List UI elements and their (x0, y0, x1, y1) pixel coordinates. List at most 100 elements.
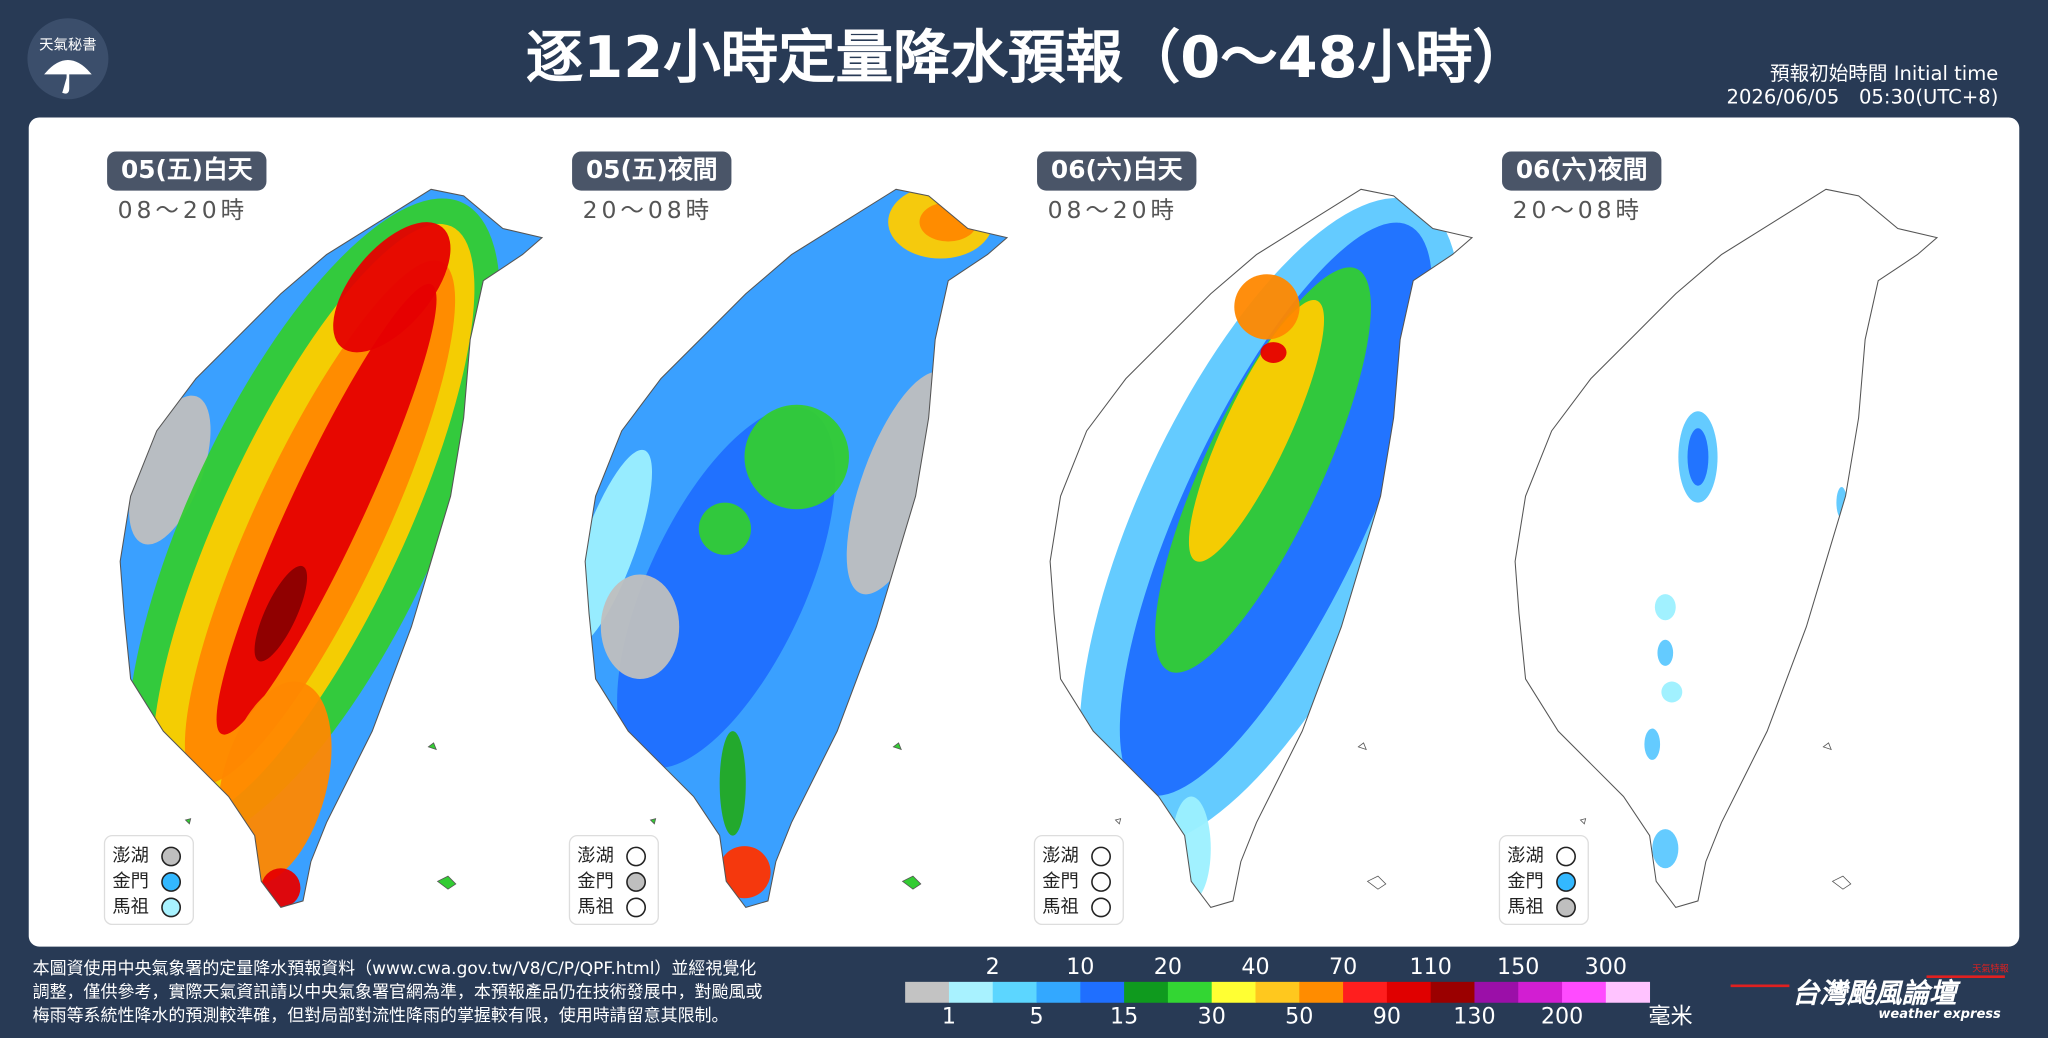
scale-swatch (1255, 981, 1300, 1003)
panel-label-box (1037, 151, 1197, 191)
panel-label: 05(五)白天 (121, 155, 253, 184)
island-indicator (161, 897, 182, 918)
scale-label: 20 (1154, 954, 1182, 980)
panel-label: 06(六)白天 (1051, 155, 1183, 184)
rain-area (1661, 681, 1683, 703)
footer: 本圖資使用中央氣象署的定量降水預報資料（www.cwa.gov.tw/V8/C/… (33, 954, 2009, 1030)
panel-label: 06(六)夜間 (1516, 155, 1648, 184)
scale-swatch (992, 981, 1037, 1003)
island-indicator (626, 897, 647, 918)
panel-time: 20～08時 (583, 196, 713, 224)
island-indicator (1556, 846, 1576, 867)
note-line: 本圖資使用中央氣象署的定量降水預報資料（www.cwa.gov.tw/V8/C/… (33, 958, 757, 979)
brand-sub: weather express (1878, 1007, 2001, 1022)
scale-label: 150 (1497, 954, 1539, 980)
scale-unit: 毫米 (1648, 1004, 1692, 1030)
scale-swatch (1562, 981, 1607, 1003)
rain-area (1687, 428, 1709, 486)
rain-area (1188, 299, 1325, 562)
scale-label: 40 (1241, 954, 1269, 980)
logo-text: 天氣秘書 (39, 37, 96, 54)
panel-label-box (1502, 151, 1662, 191)
scale-swatch (1211, 981, 1256, 1003)
panel-time: 20～08時 (1513, 196, 1643, 224)
island-indicator (161, 872, 182, 892)
scale-label: 30 (1198, 1004, 1226, 1030)
island-name: 澎湖 (577, 846, 614, 867)
scale-swatch (1167, 981, 1213, 1003)
rain-area (718, 846, 771, 899)
island-name: 澎湖 (112, 846, 149, 867)
island-name: 金門 (1507, 871, 1544, 892)
rain-area (744, 404, 849, 510)
island-indicator (626, 872, 647, 892)
initial-time: 2026/06/05 05:30(UTC+8) (1727, 85, 1999, 108)
island-indicator (1091, 872, 1111, 892)
island-indicator (1091, 897, 1111, 918)
scale-swatch (1124, 981, 1169, 1003)
scale-label: 2 (986, 954, 1000, 980)
island-name: 金門 (577, 871, 614, 892)
island-name: 馬祖 (112, 896, 149, 917)
rain-area (1234, 274, 1300, 340)
small-island (184, 742, 457, 890)
rain-area (254, 565, 308, 662)
scale-label: 110 (1409, 954, 1451, 980)
scale-label: 70 (1329, 954, 1357, 980)
note-line: 梅雨等系統性降水的預測較準確，但對局部對流性降雨的掌握較有限，使用時請留意其限制… (33, 1005, 729, 1026)
panel-time: 08～20時 (118, 196, 248, 224)
island-indicator (1556, 872, 1576, 892)
scale-label: 15 (1110, 1004, 1138, 1030)
brand-tag: 天氣特報 (1972, 962, 2009, 974)
island-indicator (1556, 897, 1576, 918)
logo-badge (27, 18, 109, 100)
map-card (28, 117, 2020, 947)
scale-swatch (1430, 981, 1475, 1003)
small-island (1579, 742, 1852, 890)
island-indicator (1091, 846, 1111, 867)
island-indicator (626, 846, 647, 867)
rain-area (129, 395, 211, 545)
panel-label-box (572, 151, 732, 191)
scale-label: 200 (1541, 1004, 1583, 1030)
rain-area (719, 731, 746, 836)
island-name: 澎湖 (1507, 846, 1544, 867)
initial-time-label: 預報初始時間 Initial time (1770, 62, 1998, 85)
scale-swatch (1343, 981, 1388, 1003)
island-name: 金門 (1042, 871, 1079, 892)
island-name: 馬祖 (1507, 896, 1544, 917)
brand: 台灣颱風論壇 (1792, 978, 1961, 1009)
title: 逐12小時定量降水預報（0～48小時） (526, 24, 1530, 91)
rain-area (1644, 728, 1661, 760)
panel-label-box (107, 151, 267, 191)
scale-swatch (1036, 981, 1081, 1003)
scale-swatch (1518, 981, 1563, 1003)
scale-label: 5 (1029, 1004, 1043, 1030)
scale-swatch (1299, 981, 1344, 1003)
scale-swatch (1386, 981, 1432, 1003)
scale-label: 10 (1066, 954, 1094, 980)
island-name: 金門 (112, 871, 149, 892)
note-line: 調整，僅供參考，實際天氣資訊請以中央氣象署官網為準，本預報產品仍在技術發展中，對… (33, 982, 763, 1002)
panel-label: 05(五)夜間 (586, 155, 718, 184)
rain-area (1652, 829, 1679, 869)
scale-swatch (1080, 981, 1125, 1003)
island-name: 馬祖 (577, 896, 614, 917)
small-island (649, 742, 922, 890)
scale-label: 130 (1453, 1004, 1495, 1030)
small-island (1114, 742, 1387, 890)
scale-label: 90 (1373, 1004, 1401, 1030)
rain-area (1260, 342, 1287, 363)
scale-swatch (948, 981, 994, 1003)
scale-swatch (905, 981, 950, 1003)
island-indicator (161, 846, 182, 867)
rain-area (1654, 594, 1676, 621)
rain-area (333, 222, 451, 353)
umbrella-icon (44, 60, 92, 94)
scale-label: 50 (1285, 1004, 1313, 1030)
rain-area (1657, 639, 1674, 666)
rain-area (600, 574, 680, 679)
island-name: 澎湖 (1042, 846, 1079, 867)
island-name: 馬祖 (1042, 896, 1079, 917)
